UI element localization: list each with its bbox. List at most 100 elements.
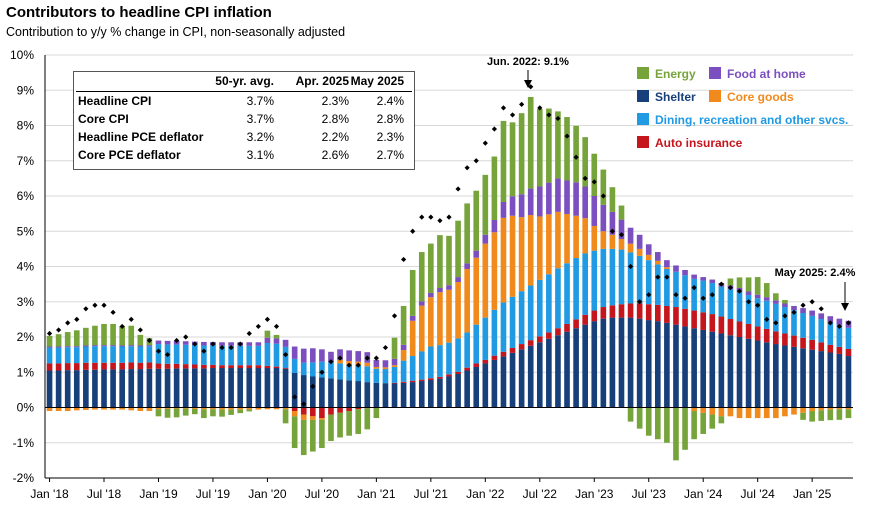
bar-segment-dining-recreation-and-other-svcs xyxy=(319,361,325,378)
bar-segment-core-goods xyxy=(654,260,661,265)
bar-segment-energy xyxy=(536,108,543,187)
x-tick-label: Jan '25 xyxy=(793,487,832,501)
headline-cpi-marker xyxy=(736,288,743,294)
bar-segment-energy xyxy=(300,419,307,456)
bar-segment-dining-recreation-and-other-svcs xyxy=(409,356,416,381)
bar-segment-dining-recreation-and-other-svcs xyxy=(654,264,661,305)
bar-segment-shelter xyxy=(164,368,171,408)
bar-segment-dining-recreation-and-other-svcs xyxy=(836,325,843,347)
bar-segment-energy xyxy=(564,117,570,181)
headline-cpi-marker xyxy=(237,341,243,347)
headline-cpi-marker xyxy=(745,299,752,305)
headline-cpi-marker xyxy=(491,126,497,132)
x-tick-label: Jul '23 xyxy=(632,487,667,501)
headline-cpi-marker xyxy=(664,274,670,280)
headline-cpi-marker xyxy=(419,214,425,220)
y-tick-label: 2% xyxy=(17,330,35,344)
bar-segment-dining-recreation-and-other-svcs xyxy=(228,345,234,366)
bar-segment-energy xyxy=(555,111,561,179)
bar-segment-food-at-home xyxy=(818,313,825,320)
headline-cpi-marker xyxy=(282,352,289,358)
headline-cpi-marker xyxy=(128,316,134,322)
bar-segment-core-goods xyxy=(337,359,343,364)
bar-segment-energy xyxy=(409,270,416,316)
bar-segment-energy xyxy=(709,414,716,429)
bar-segment-shelter xyxy=(727,335,734,408)
bar-segment-auto-insurance xyxy=(300,407,307,415)
bar-segment-dining-recreation-and-other-svcs xyxy=(627,252,634,304)
bar-segment-energy xyxy=(482,174,489,235)
headline-cpi-marker xyxy=(110,309,116,315)
bar-segment-core-goods xyxy=(210,407,216,410)
bar-segment-core-goods xyxy=(473,257,480,325)
bar-segment-auto-insurance xyxy=(827,344,834,353)
bar-segment-shelter xyxy=(437,378,443,408)
y-tick-label: 5% xyxy=(17,224,35,238)
bar-segment-shelter xyxy=(718,333,725,408)
bar-segment-auto-insurance xyxy=(210,364,216,369)
bar-segment-auto-insurance xyxy=(591,310,598,322)
bar-segment-shelter xyxy=(582,324,588,408)
bar-segment-energy xyxy=(700,412,707,434)
bar-segment-food-at-home xyxy=(282,339,289,347)
bar-segment-auto-insurance xyxy=(491,355,498,360)
bar-segment-core-goods xyxy=(754,407,761,419)
bar-segment-shelter xyxy=(310,376,316,408)
bar-segment-shelter xyxy=(264,368,271,408)
headline-cpi-marker xyxy=(201,348,207,354)
bar-segment-core-goods xyxy=(164,407,171,409)
y-tick-label: -2% xyxy=(13,471,35,485)
bar-segment-energy xyxy=(573,125,579,183)
bar-segment-dining-recreation-and-other-svcs xyxy=(310,362,316,377)
legend-label-core-goods: Core goods xyxy=(727,90,794,104)
bar-segment-shelter xyxy=(92,369,98,408)
bar-segment-core-goods xyxy=(110,407,116,410)
bar-segment-auto-insurance xyxy=(600,307,607,319)
headline-cpi-marker xyxy=(192,341,198,347)
x-tick-label: Jan '18 xyxy=(30,487,69,501)
bar-segment-core-goods xyxy=(536,216,543,280)
bar-segment-auto-insurance xyxy=(246,365,253,369)
bar-segment-food-at-home xyxy=(464,263,470,269)
headline-cpi-marker xyxy=(455,186,461,192)
bar-segment-auto-insurance xyxy=(264,365,271,369)
bar-segment-auto-insurance xyxy=(618,304,625,318)
bar-segment-auto-insurance xyxy=(736,321,743,337)
bar-segment-food-at-home xyxy=(773,300,779,304)
headline-cpi-marker xyxy=(500,105,507,111)
bar-segment-core-goods xyxy=(446,289,452,343)
bar-segment-food-at-home xyxy=(264,337,271,343)
table-header-apr: Apr. 2025 xyxy=(295,74,349,88)
bar-segment-core-goods xyxy=(564,213,570,264)
bar-segment-core-goods xyxy=(736,407,743,419)
chart-subtitle: Contribution to y/y % change in CPI, non… xyxy=(6,25,346,39)
bar-segment-food-at-home xyxy=(745,291,752,296)
bar-segment-auto-insurance xyxy=(745,323,752,339)
bar-segment-food-at-home xyxy=(446,285,452,290)
bar-segment-energy xyxy=(282,409,289,424)
headline-cpi-marker xyxy=(637,299,643,305)
bar-segment-energy xyxy=(346,411,352,436)
bar-segment-energy xyxy=(682,407,688,450)
table-header-rule xyxy=(76,91,412,92)
headline-cpi-marker xyxy=(691,285,697,291)
bar-segment-shelter xyxy=(400,382,407,408)
bar-segment-dining-recreation-and-other-svcs xyxy=(527,285,534,341)
bar-segment-energy xyxy=(518,113,525,195)
bar-segment-energy xyxy=(763,283,770,298)
bar-segment-core-goods xyxy=(182,407,189,409)
headline-cpi-marker xyxy=(164,352,171,358)
bar-segment-shelter xyxy=(664,322,670,408)
bar-segment-energy xyxy=(609,187,616,212)
bar-segment-shelter xyxy=(246,368,253,408)
bar-segment-dining-recreation-and-other-svcs xyxy=(509,296,516,348)
bar-segment-food-at-home xyxy=(555,178,561,212)
bar-segment-dining-recreation-and-other-svcs xyxy=(564,263,570,324)
legend-label-auto-insurance: Auto insurance xyxy=(655,136,743,150)
bar-segment-shelter xyxy=(219,368,225,408)
bar-segment-auto-insurance xyxy=(164,363,171,369)
bar-segment-core-goods xyxy=(173,407,180,409)
bar-segment-energy xyxy=(228,409,234,415)
bar-segment-dining-recreation-and-other-svcs xyxy=(210,345,216,365)
bar-segment-food-at-home xyxy=(164,340,171,345)
